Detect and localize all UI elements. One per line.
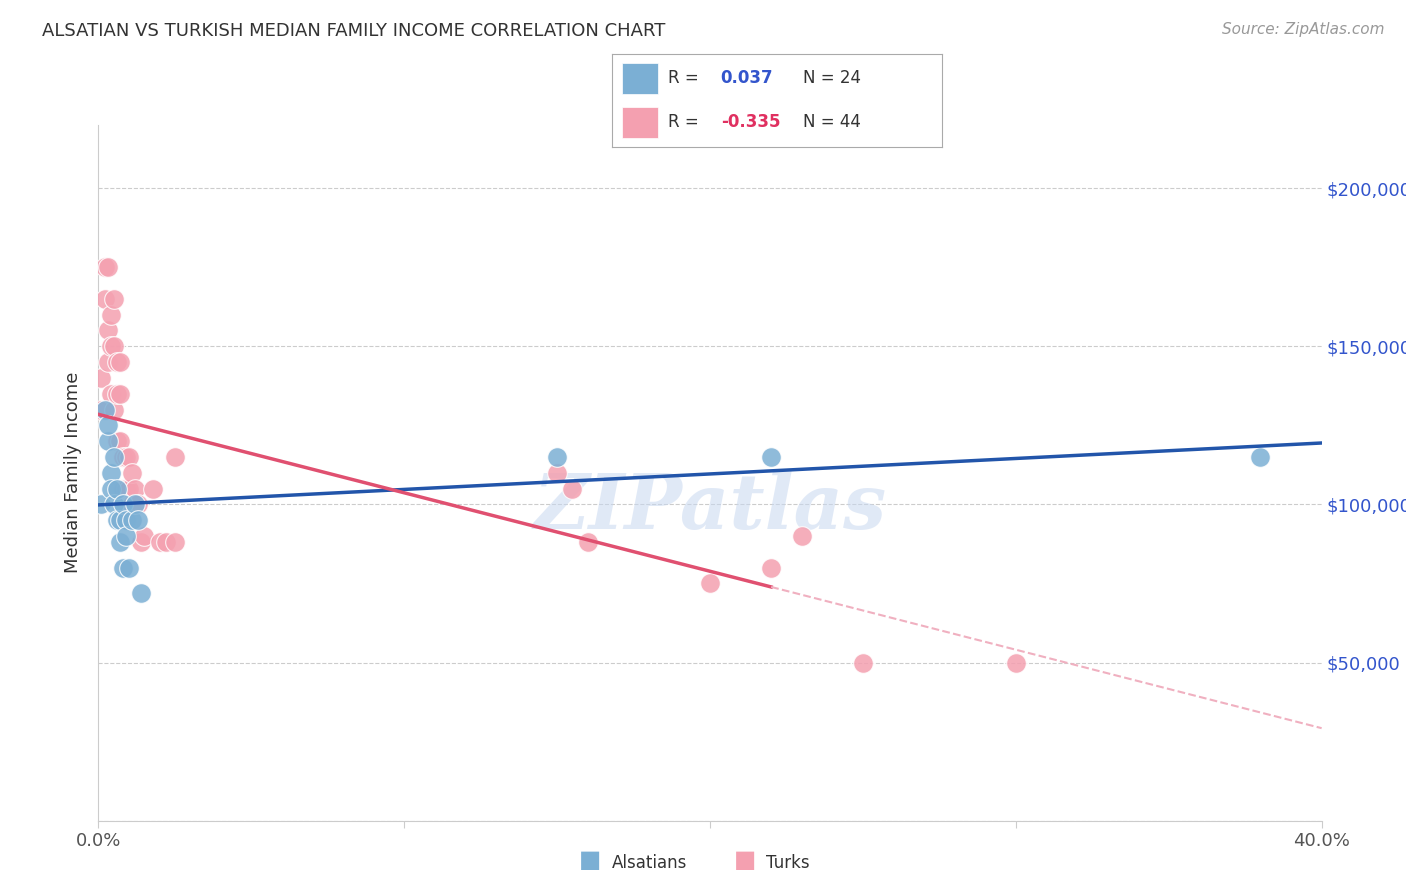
Point bbox=[155, 535, 177, 549]
Point bbox=[111, 560, 134, 574]
Point bbox=[111, 497, 134, 511]
Point bbox=[561, 482, 583, 496]
Point bbox=[103, 497, 125, 511]
Point bbox=[124, 482, 146, 496]
Point bbox=[93, 292, 115, 306]
Point bbox=[105, 386, 128, 401]
Text: Source: ZipAtlas.com: Source: ZipAtlas.com bbox=[1222, 22, 1385, 37]
Point bbox=[103, 292, 125, 306]
Point bbox=[134, 529, 156, 543]
Point bbox=[111, 482, 134, 496]
Text: R =: R = bbox=[668, 70, 699, 87]
Point bbox=[103, 450, 125, 464]
Point bbox=[1249, 450, 1271, 464]
Point bbox=[97, 323, 120, 337]
Point bbox=[129, 586, 152, 600]
Point bbox=[105, 482, 128, 496]
Point bbox=[105, 513, 128, 527]
Point bbox=[759, 560, 782, 574]
Point bbox=[108, 513, 131, 527]
Point bbox=[142, 482, 165, 496]
Point bbox=[121, 513, 143, 527]
Point bbox=[100, 466, 122, 480]
Point bbox=[97, 260, 120, 275]
Point bbox=[118, 482, 141, 496]
Text: ALSATIAN VS TURKISH MEDIAN FAMILY INCOME CORRELATION CHART: ALSATIAN VS TURKISH MEDIAN FAMILY INCOME… bbox=[42, 22, 665, 40]
Text: N = 24: N = 24 bbox=[803, 70, 862, 87]
Text: N = 44: N = 44 bbox=[803, 113, 860, 131]
Point bbox=[852, 656, 875, 670]
Point bbox=[100, 308, 122, 322]
Text: ■: ■ bbox=[734, 848, 756, 872]
Bar bbox=[621, 107, 658, 138]
Point bbox=[103, 339, 125, 353]
Point bbox=[100, 482, 122, 496]
Point bbox=[115, 450, 138, 464]
Point bbox=[1004, 656, 1026, 670]
Point bbox=[111, 450, 134, 464]
Point bbox=[127, 513, 149, 527]
Point bbox=[576, 535, 599, 549]
Point bbox=[105, 434, 128, 449]
Point bbox=[163, 535, 186, 549]
Point bbox=[115, 482, 138, 496]
Point bbox=[100, 339, 122, 353]
Text: ■: ■ bbox=[579, 848, 602, 872]
Point bbox=[546, 450, 568, 464]
Point bbox=[108, 355, 131, 369]
Point bbox=[90, 497, 112, 511]
Point bbox=[124, 497, 146, 511]
Point bbox=[90, 402, 112, 417]
Text: Alsatians: Alsatians bbox=[612, 855, 688, 872]
Text: 0.037: 0.037 bbox=[721, 70, 773, 87]
Point bbox=[115, 529, 138, 543]
Point bbox=[100, 386, 122, 401]
Point bbox=[108, 434, 131, 449]
Point bbox=[129, 535, 152, 549]
Text: -0.335: -0.335 bbox=[721, 113, 780, 131]
Point bbox=[97, 355, 120, 369]
Point bbox=[759, 450, 782, 464]
Bar bbox=[621, 63, 658, 94]
Text: ZIPatlas: ZIPatlas bbox=[533, 471, 887, 544]
Text: R =: R = bbox=[668, 113, 699, 131]
Point bbox=[127, 497, 149, 511]
Point bbox=[163, 450, 186, 464]
Point bbox=[118, 450, 141, 464]
Point bbox=[93, 402, 115, 417]
Text: Turks: Turks bbox=[766, 855, 810, 872]
Point bbox=[121, 466, 143, 480]
Point bbox=[103, 402, 125, 417]
Point bbox=[97, 434, 120, 449]
Point bbox=[108, 386, 131, 401]
Point bbox=[97, 418, 120, 433]
Point bbox=[546, 466, 568, 480]
Point bbox=[90, 371, 112, 385]
Point bbox=[115, 513, 138, 527]
Point bbox=[105, 355, 128, 369]
Point bbox=[790, 529, 813, 543]
Point bbox=[108, 535, 131, 549]
Point bbox=[149, 535, 172, 549]
Point bbox=[121, 497, 143, 511]
Point bbox=[699, 576, 721, 591]
Point bbox=[93, 260, 115, 275]
Y-axis label: Median Family Income: Median Family Income bbox=[65, 372, 83, 574]
Point bbox=[118, 560, 141, 574]
